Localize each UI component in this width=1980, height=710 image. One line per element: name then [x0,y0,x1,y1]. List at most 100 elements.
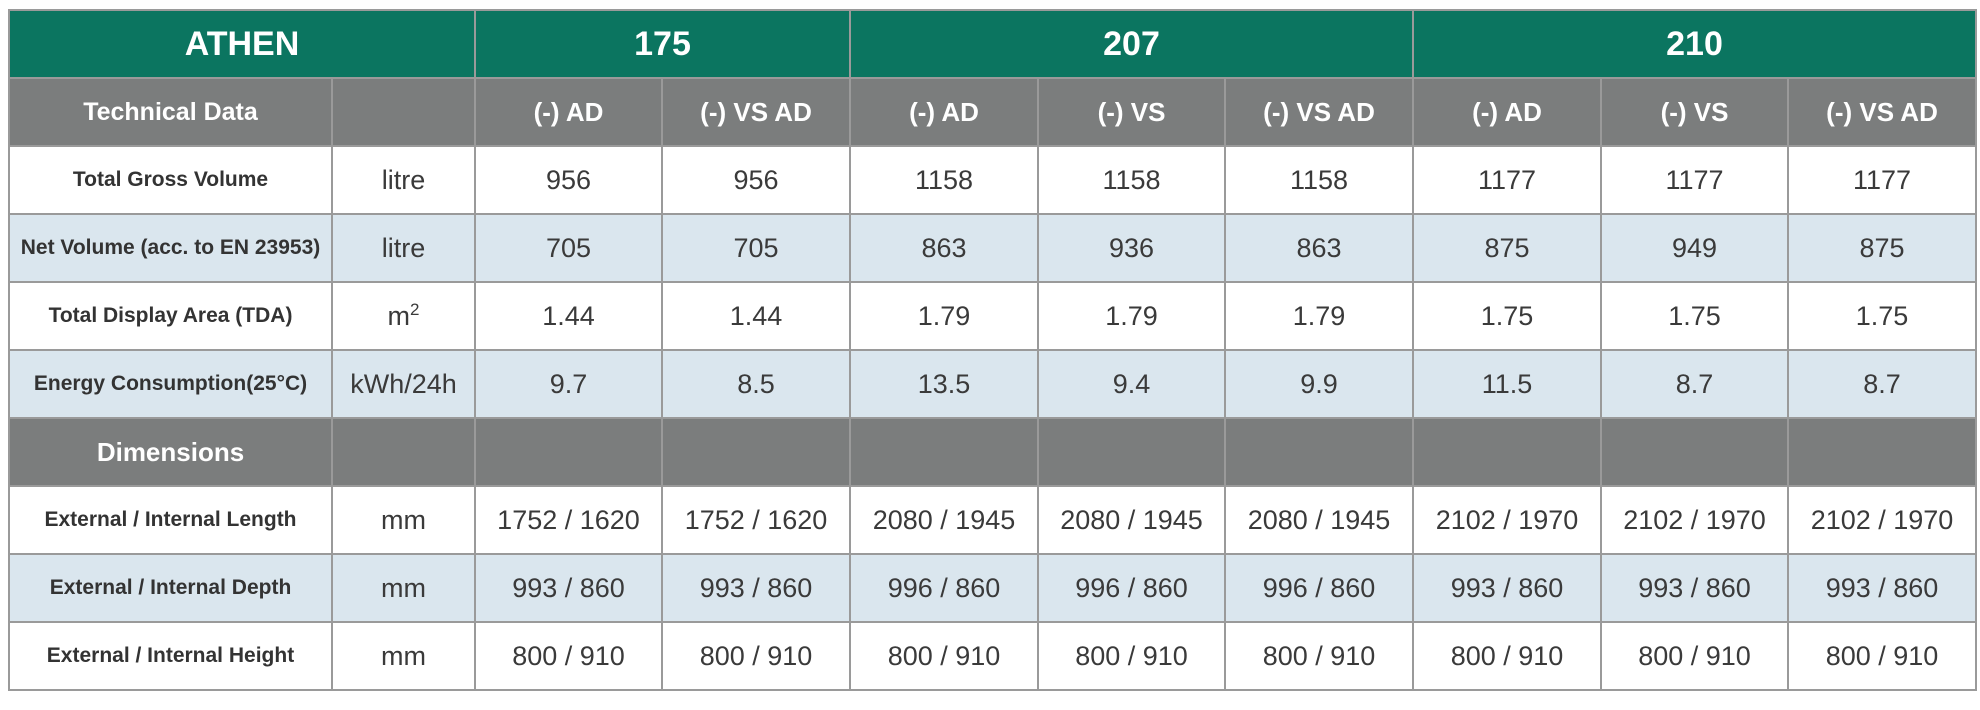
value-cell: 993 / 860 [1412,553,1603,623]
brand-title: ATHEN [8,9,476,79]
spec-table: ATHEN 175 207 210 Technical Data (-) AD (-… [8,9,1978,691]
value-cell: 9.4 [1037,349,1227,419]
value-cell: 1158 [1224,145,1415,215]
table-row: Total Gross Volume litre 956 956 1158 1158 115… [8,145,1978,215]
value-cell: 1.44 [660,281,852,351]
value-cell: 996 / 860 [849,553,1040,623]
section-title: Dimensions [8,417,333,487]
value-cell: 2080 / 1945 [1037,485,1227,555]
value-cell: 2102 / 1970 [1787,485,1978,555]
unit-text: kWh/24h [350,368,457,399]
value-cell: 863 [849,213,1040,283]
value-cell: 956 [474,145,663,215]
value-cell: 800 / 910 [660,621,852,691]
unit-text: mm [381,572,426,603]
unit-header-cell [331,417,476,487]
unit-text: mm [381,504,426,535]
value-cell: 800 / 910 [1224,621,1415,691]
section-blank-cell [474,417,663,487]
model-207-header: 207 [849,9,1415,79]
row-label: Net Volume (acc. to EN 23953) [8,213,333,283]
value-cell: 996 / 860 [1224,553,1415,623]
value-cell: 949 [1600,213,1790,283]
table-row: Energy Consumption(25°C) kWh/24h 9.7 8.5 13.… [8,349,1978,419]
section-blank-cell [1037,417,1227,487]
section-blank-cell [1787,417,1978,487]
section-blank-cell [849,417,1040,487]
value-cell: 936 [1037,213,1227,283]
value-cell: 993 / 860 [1787,553,1978,623]
unit-header-cell [331,77,476,147]
variant-header: (-) AD [474,77,663,147]
value-cell: 1752 / 1620 [474,485,663,555]
variant-header: (-) AD [1412,77,1603,147]
section-blank-cell [1224,417,1415,487]
unit-text: litre [381,164,426,195]
value-cell: 1.44 [474,281,663,351]
value-cell: 1158 [849,145,1040,215]
unit-text: litre [381,232,426,263]
row-unit: mm [331,553,476,623]
row-label: External / Internal Length [8,485,333,555]
section-header-row: Dimensions [8,417,1978,487]
section-blank-cell [1412,417,1603,487]
value-cell: 1177 [1600,145,1790,215]
value-cell: 2102 / 1970 [1600,485,1790,555]
value-cell: 1.75 [1600,281,1790,351]
table-row: Net Volume (acc. to EN 23953) litre 705 705… [8,213,1978,283]
variant-header: (-) VS AD [660,77,852,147]
row-label: External / Internal Height [8,621,333,691]
value-cell: 800 / 910 [1787,621,1978,691]
unit-superscript: 2 [410,300,420,319]
model-210-header: 210 [1412,9,1978,79]
value-cell: 9.7 [474,349,663,419]
value-cell: 956 [660,145,852,215]
value-cell: 1.79 [1037,281,1227,351]
section-blank-cell [660,417,852,487]
value-cell: 800 / 910 [849,621,1040,691]
variant-header: (-) VS [1037,77,1227,147]
value-cell: 993 / 860 [660,553,852,623]
table-row: Total Display Area (TDA) m2 1.44 1.44 1.79 1.… [8,281,1978,351]
value-cell: 993 / 860 [1600,553,1790,623]
value-cell: 993 / 860 [474,553,663,623]
unit-text: mm [381,640,426,671]
row-unit: mm [331,621,476,691]
value-cell: 13.5 [849,349,1040,419]
value-cell: 1.79 [849,281,1040,351]
section-blank-cell [1600,417,1790,487]
value-cell: 2080 / 1945 [849,485,1040,555]
row-unit: litre [331,145,476,215]
variant-header: (-) VS AD [1224,77,1415,147]
table-row: External / Internal Length mm 1752 / 1620 1… [8,485,1978,555]
row-unit: litre [331,213,476,283]
value-cell: 8.7 [1600,349,1790,419]
value-cell: 705 [660,213,852,283]
table-row: External / Internal Depth mm 993 / 860 993 … [8,553,1978,623]
unit-text: m [387,301,411,331]
value-cell: 2102 / 1970 [1412,485,1603,555]
row-label: Total Gross Volume [8,145,333,215]
table-body: Technical Data (-) AD (-) VS AD (-) AD (-) V… [8,77,1978,691]
value-cell: 863 [1224,213,1415,283]
value-cell: 800 / 910 [1412,621,1603,691]
row-label: Energy Consumption(25°C) [8,349,333,419]
value-cell: 8.7 [1787,349,1978,419]
value-cell: 1.75 [1412,281,1603,351]
value-cell: 1177 [1787,145,1978,215]
row-label: Total Display Area (TDA) [8,281,333,351]
value-cell: 1158 [1037,145,1227,215]
value-cell: 8.5 [660,349,852,419]
value-cell: 800 / 910 [474,621,663,691]
row-label: External / Internal Depth [8,553,333,623]
row-unit: m2 [331,281,476,351]
variant-header: (-) VS AD [1787,77,1978,147]
value-cell: 1177 [1412,145,1603,215]
value-cell: 875 [1412,213,1603,283]
value-cell: 1.79 [1224,281,1415,351]
table-row: External / Internal Height mm 800 / 910 800… [8,621,1978,691]
section-title: Technical Data [8,77,333,147]
model-header-row: ATHEN 175 207 210 [8,9,1978,79]
row-unit: kWh/24h [331,349,476,419]
model-175-header: 175 [473,9,852,79]
